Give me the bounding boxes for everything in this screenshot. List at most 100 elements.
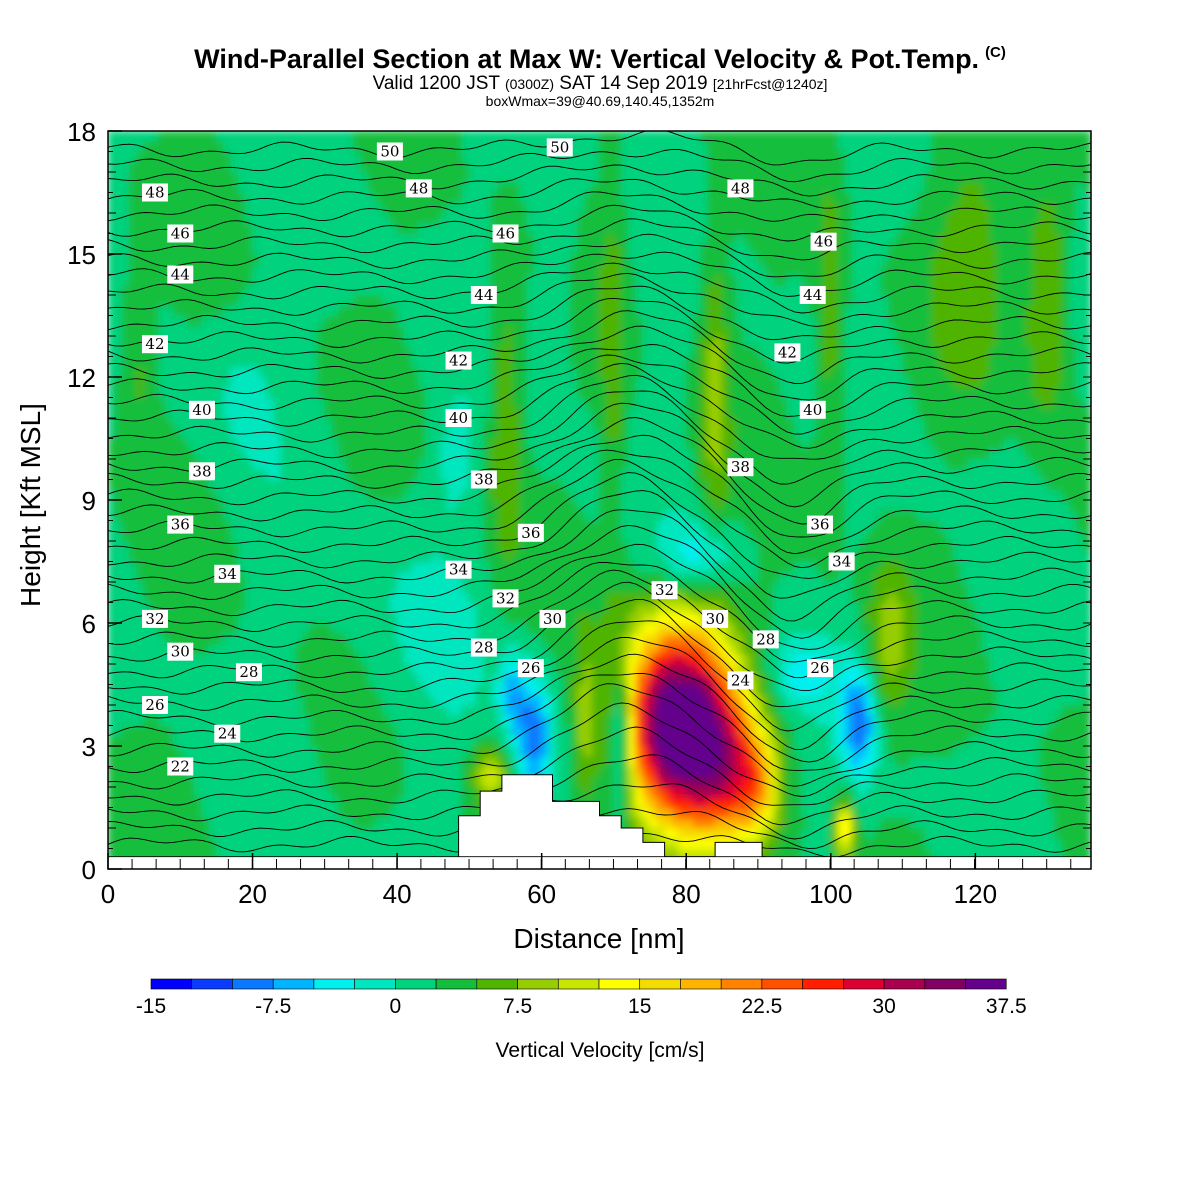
w-cell (165, 438, 174, 450)
w-cell (201, 386, 210, 398)
w-cell (519, 304, 528, 316)
w-cell (187, 848, 196, 860)
w-cell (374, 520, 384, 532)
w-cell (454, 284, 463, 296)
w-cell (223, 591, 232, 603)
w-cell (425, 817, 434, 829)
w-cell (411, 725, 420, 737)
w-cell (331, 161, 340, 173)
w-cell (562, 212, 572, 224)
w-cell (230, 438, 239, 450)
w-cell (476, 131, 485, 142)
w-cell (418, 673, 427, 685)
w-cell (591, 161, 600, 173)
w-cell (136, 591, 145, 603)
w-cell (129, 386, 138, 398)
w-cell (360, 653, 369, 665)
w-cell (150, 561, 160, 573)
w-cell (150, 171, 160, 183)
w-cell (158, 386, 167, 398)
w-cell (447, 345, 456, 357)
w-cell (584, 386, 593, 398)
w-cell (223, 192, 232, 204)
w-cell (476, 397, 485, 409)
w-cell (432, 725, 441, 737)
w-cell (389, 786, 398, 798)
w-cell (418, 776, 427, 788)
w-cell (519, 468, 528, 480)
w-cell (541, 192, 550, 204)
w-cell (505, 766, 514, 778)
w-cell (403, 468, 413, 480)
w-cell (562, 304, 572, 316)
w-cell (512, 714, 521, 726)
w-cell (114, 356, 123, 368)
w-cell (346, 622, 355, 634)
w-cell (353, 499, 362, 511)
w-cell (562, 745, 572, 757)
w-cell (237, 222, 246, 234)
w-cell (454, 694, 463, 706)
w-cell (533, 253, 543, 265)
w-cell (317, 181, 326, 193)
w-cell (439, 315, 449, 327)
w-cell (215, 151, 225, 163)
w-cell (317, 171, 326, 183)
w-cell (584, 745, 593, 757)
w-cell (411, 294, 420, 306)
w-cell (259, 253, 268, 265)
w-cell (273, 745, 282, 757)
w-cell (512, 704, 521, 716)
w-cell (295, 427, 304, 439)
w-cell (389, 458, 398, 470)
w-cell (548, 212, 557, 224)
w-cell (215, 131, 225, 142)
w-cell (317, 704, 326, 716)
w-cell (548, 171, 557, 183)
w-cell (244, 612, 254, 624)
w-cell (476, 386, 485, 398)
w-cell (411, 694, 420, 706)
w-cell (208, 171, 217, 183)
w-cell (483, 745, 492, 757)
w-cell (230, 458, 239, 470)
w-cell (570, 233, 579, 245)
w-cell (338, 591, 348, 603)
w-cell (461, 458, 470, 470)
w-cell (447, 591, 456, 603)
w-cell (129, 714, 138, 726)
w-cell (570, 397, 579, 409)
w-cell (353, 222, 362, 234)
w-cell (512, 766, 521, 778)
w-cell (548, 397, 557, 409)
w-cell (403, 509, 413, 521)
w-cell (338, 786, 348, 798)
w-cell (584, 499, 593, 511)
w-cell (519, 571, 528, 583)
w-cell (201, 151, 210, 163)
w-cell (317, 663, 326, 675)
w-cell (425, 602, 434, 614)
w-cell (360, 192, 369, 204)
w-cell (121, 335, 131, 347)
w-cell (497, 274, 507, 286)
w-cell (317, 427, 326, 439)
w-cell (591, 397, 600, 409)
w-cell (555, 131, 564, 142)
w-cell (483, 253, 492, 265)
w-cell (483, 489, 492, 501)
w-cell (237, 807, 246, 819)
w-cell (367, 140, 376, 152)
w-cell (577, 274, 586, 286)
w-cell (548, 243, 557, 255)
w-cell (497, 540, 507, 552)
w-cell (505, 520, 514, 532)
w-cell (562, 684, 572, 696)
w-cell (280, 509, 290, 521)
w-cell (244, 755, 254, 767)
w-cell (461, 243, 470, 255)
w-cell (237, 489, 246, 501)
w-cell (461, 294, 470, 306)
w-cell (577, 458, 586, 470)
w-cell (533, 212, 543, 224)
